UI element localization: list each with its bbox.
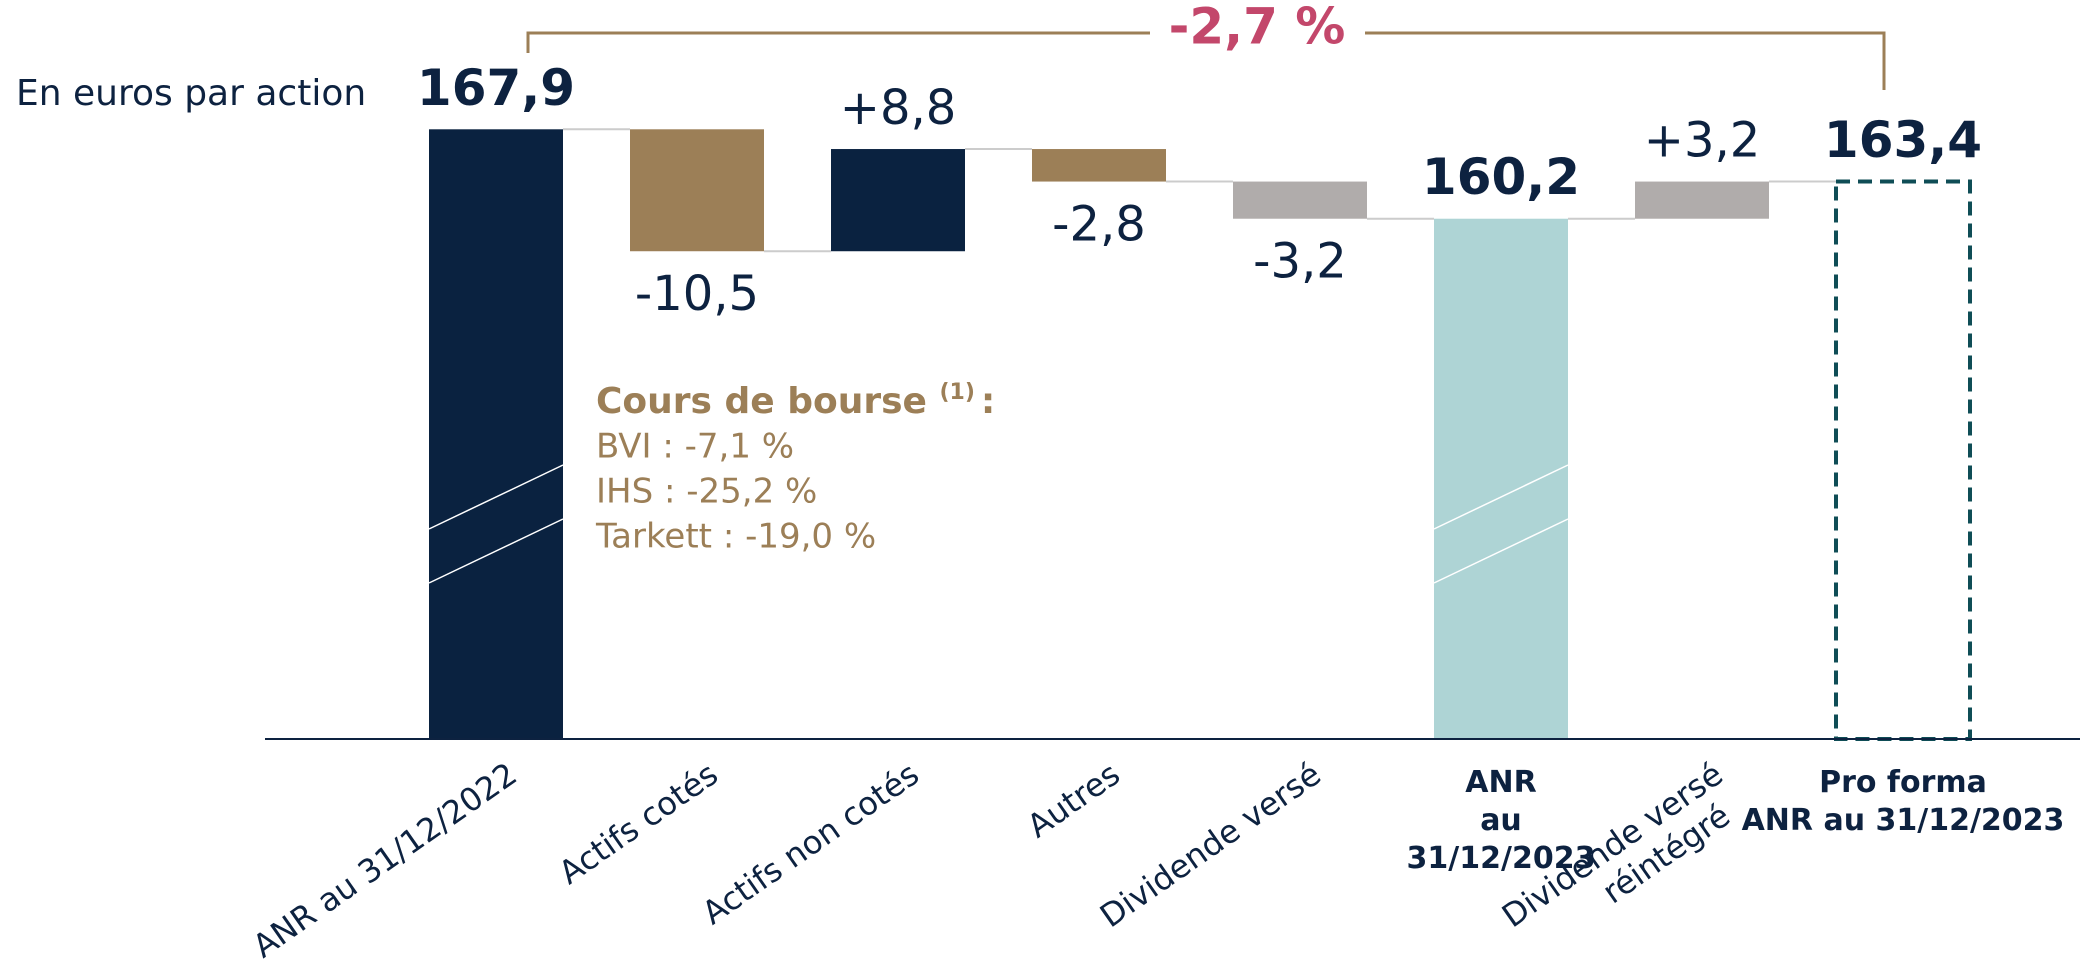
annotation-line: BVI : -7,1 %: [596, 427, 794, 467]
value-label: -2,8: [1052, 197, 1146, 253]
value-label: -3,2: [1253, 234, 1347, 290]
annotation-line: Tarkett : -19,0 %: [595, 517, 876, 557]
axis-break: [1433, 464, 1569, 530]
x-tick-line: ANR au 31/12/2023: [1742, 803, 2065, 838]
x-tick-line: 31/12/2023: [1407, 841, 1596, 876]
annotation-line: IHS : -25,2 %: [596, 472, 817, 512]
bar: [831, 149, 965, 252]
annotation-sep: :: [981, 381, 995, 422]
x-tick-line: ANR: [1465, 765, 1536, 800]
annotation-note: (1): [940, 380, 975, 405]
annotation-title: Cours de bourse (1):: [596, 380, 995, 422]
value-label: 163,4: [1824, 111, 1982, 169]
bar: [429, 129, 563, 739]
x-tick-label: Actifs cotés: [552, 755, 725, 892]
axis-break: [428, 464, 564, 530]
x-tick-label: Actifs non cotés: [695, 755, 926, 932]
bar: [1834, 179, 1972, 741]
x-tick-label: ANR au 31/12/2023: [1407, 765, 1596, 876]
bar: [630, 129, 764, 252]
value-label: -10,5: [635, 266, 759, 322]
bar: [1434, 218, 1568, 739]
x-tick-line: Pro forma: [1819, 765, 1987, 800]
x-tick-label: ANR au 31/12/2022: [246, 755, 524, 966]
x-tick-line: au: [1480, 803, 1522, 838]
x-tick-label: Autres: [1020, 755, 1127, 846]
bar: [1233, 181, 1367, 219]
x-tick-label: Pro forma ANR au 31/12/2023: [1742, 765, 2065, 838]
value-label: 167,9: [417, 59, 575, 117]
annotation-title-text: Cours de bourse: [596, 381, 927, 422]
change-bracket: [526, 31, 1886, 90]
value-label: +8,8: [840, 80, 957, 136]
value-label: +3,2: [1644, 113, 1761, 169]
bar: [1032, 149, 1166, 182]
subtitle: En euros par action: [16, 73, 366, 114]
bar: [1635, 181, 1769, 219]
x-tick-label: Dividende versé: [1093, 755, 1328, 935]
change-label: -2,7 %: [1169, 0, 1346, 56]
axis-break: [1433, 518, 1569, 584]
axis-break: [428, 518, 564, 584]
value-label: 160,2: [1422, 148, 1580, 206]
